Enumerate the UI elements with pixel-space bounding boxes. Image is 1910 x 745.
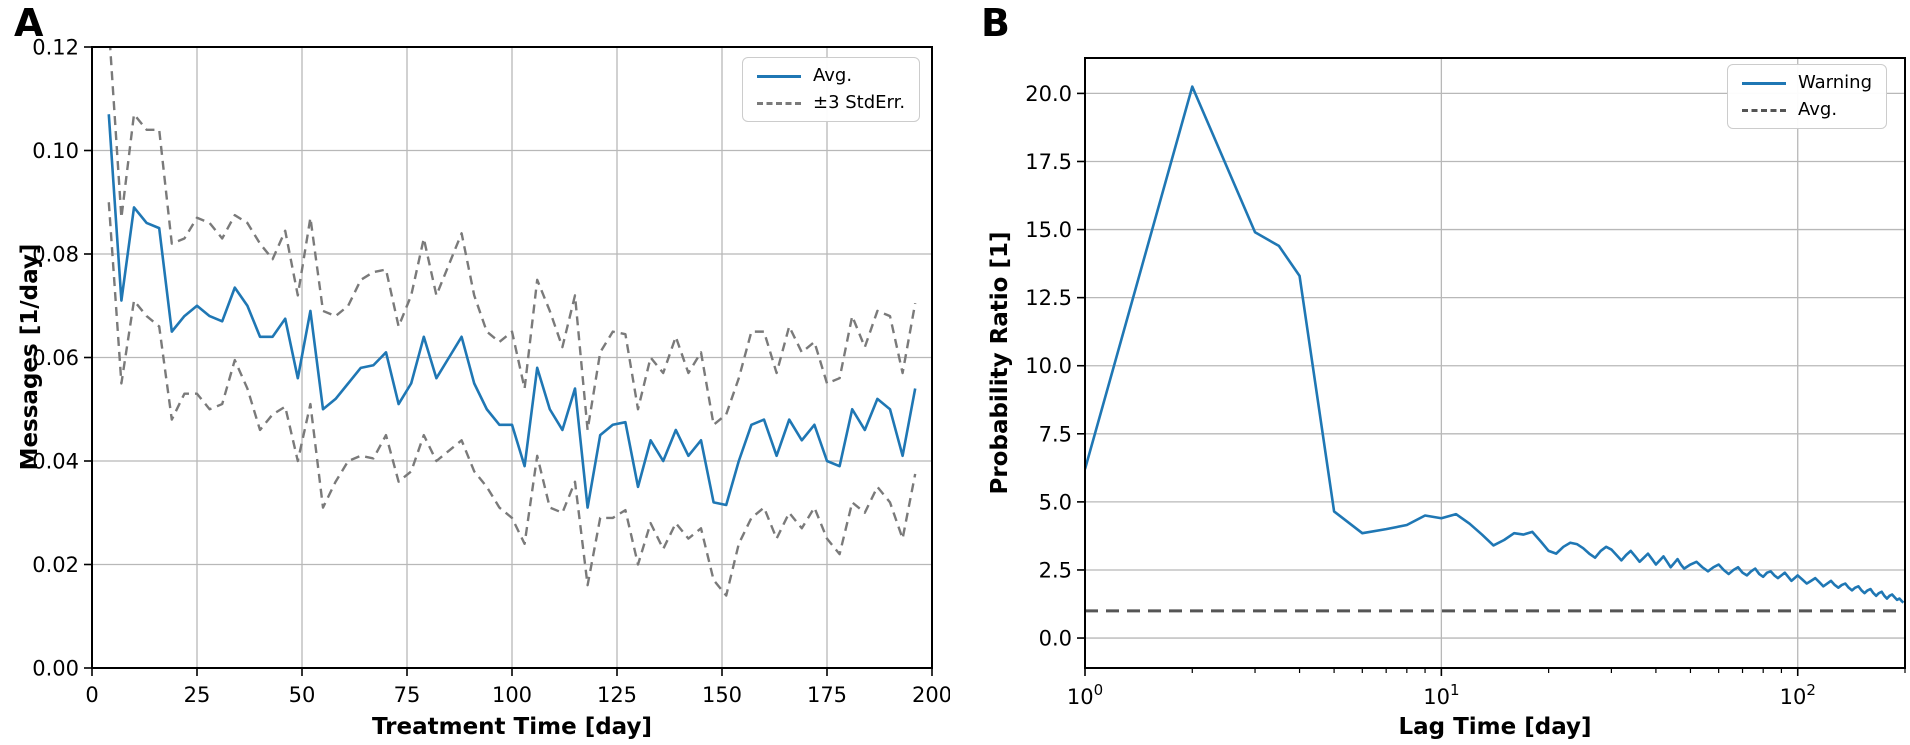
panel-b-legend: Warning Avg. [1727, 64, 1888, 129]
svg-text:100: 100 [1067, 681, 1103, 709]
svg-text:0: 0 [85, 683, 98, 707]
svg-text:125: 125 [597, 683, 637, 707]
svg-text:5.0: 5.0 [1039, 490, 1072, 514]
svg-text:12.5: 12.5 [1025, 286, 1072, 310]
svg-text:0.04: 0.04 [32, 450, 79, 474]
dashed-gray-line-icon [757, 101, 801, 105]
svg-text:2.5: 2.5 [1039, 558, 1072, 582]
panel-a-legend: Avg. ±3 StdErr. [742, 57, 921, 122]
solid-blue-line-icon [1742, 81, 1786, 85]
svg-text:150: 150 [702, 683, 742, 707]
legend-item-avg: Avg. [1742, 101, 1872, 119]
svg-text:0.0: 0.0 [1039, 627, 1072, 651]
panel-a-chart-canvas: 0 25 50 75 100 125 150 175 200 0.00 0.02 0.04 0.06 0.… [32, 36, 950, 708]
svg-text:175: 175 [807, 683, 847, 707]
svg-text:0.00: 0.00 [32, 657, 79, 681]
svg-text:0.10: 0.10 [32, 139, 79, 163]
legend-label: Avg. [1798, 99, 1838, 120]
svg-text:102: 102 [1780, 681, 1816, 709]
svg-text:25: 25 [184, 683, 211, 707]
legend-item-warning: Warning [1742, 74, 1872, 92]
panel-b-chart-canvas: 100 101 102 0.0 2.5 5.0 7.5 10.0 12.5 15.0 17.5 20.… [1025, 57, 1906, 709]
svg-text:100: 100 [492, 683, 532, 707]
panel-b-xaxis-label: Lag Time [day] [1398, 714, 1592, 740]
svg-text:50: 50 [289, 683, 316, 707]
svg-text:0.06: 0.06 [32, 346, 79, 370]
legend-item-avg: Avg. [757, 67, 905, 85]
svg-text:17.5: 17.5 [1025, 150, 1072, 174]
panel-a-xaxis-label: Treatment Time [day] [372, 714, 652, 740]
panel-b-letter: B [981, 1, 1010, 45]
legend-label: Warning [1798, 72, 1873, 93]
svg-text:200: 200 [912, 683, 950, 707]
panel-a-yaxis-label: Messages [1/day] [17, 243, 43, 471]
panel-a-letter: A [14, 1, 44, 45]
panel-b-yaxis-label: Probability Ratio [1] [987, 231, 1013, 495]
legend-label: Avg. [813, 65, 853, 86]
svg-text:0.08: 0.08 [32, 243, 79, 267]
svg-text:0.12: 0.12 [32, 36, 79, 60]
dashed-gray-line-icon [1742, 108, 1786, 112]
legend-label: ±3 StdErr. [813, 92, 906, 113]
svg-text:0.02: 0.02 [32, 553, 79, 577]
svg-text:7.5: 7.5 [1039, 422, 1072, 446]
svg-text:15.0: 15.0 [1025, 218, 1072, 242]
solid-blue-line-icon [757, 74, 801, 78]
svg-text:20.0: 20.0 [1025, 82, 1072, 106]
legend-item-stderr: ±3 StdErr. [757, 94, 905, 112]
svg-text:101: 101 [1423, 681, 1459, 709]
svg-text:10.0: 10.0 [1025, 354, 1072, 378]
svg-text:75: 75 [394, 683, 421, 707]
